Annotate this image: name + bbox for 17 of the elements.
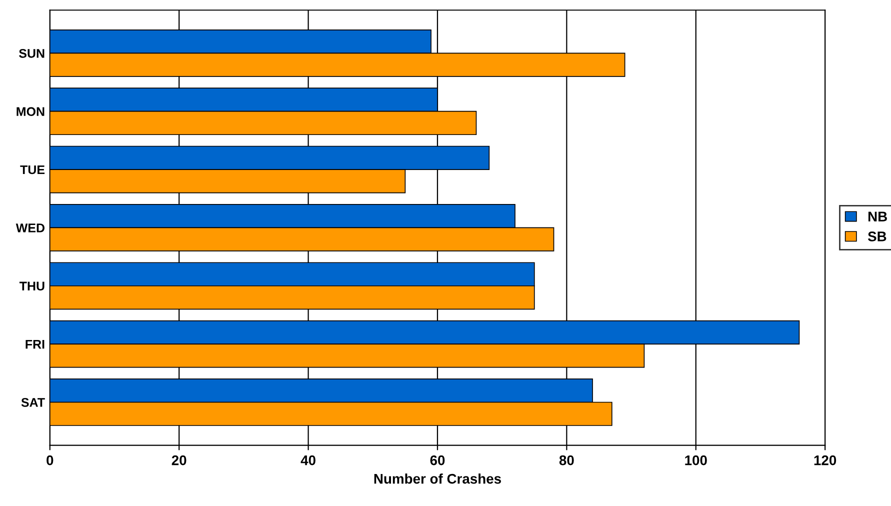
x-tick-label: 120 bbox=[814, 455, 836, 466]
y-tick-label: WED bbox=[16, 224, 45, 232]
x-tick-label: 0 bbox=[46, 455, 54, 466]
x-axis-title: Number of Crashes bbox=[374, 474, 501, 484]
x-tick-label: 40 bbox=[300, 455, 316, 466]
y-tick-label: SUN bbox=[19, 48, 44, 58]
y-tick-label: TUE bbox=[20, 165, 45, 174]
x-tick-label: 20 bbox=[172, 455, 186, 466]
y-tick-label: FRI bbox=[26, 340, 44, 349]
y-tick-label: MON bbox=[16, 107, 44, 116]
x-tick-label: 100 bbox=[685, 455, 707, 466]
x-tick-label: 80 bbox=[559, 455, 574, 466]
legend-label: SB bbox=[868, 232, 886, 242]
y-tick-label: THU bbox=[19, 282, 44, 291]
y-tick-label: SAT bbox=[21, 398, 45, 407]
x-tick-label: 60 bbox=[430, 455, 445, 466]
legend-label: NB bbox=[868, 212, 887, 222]
